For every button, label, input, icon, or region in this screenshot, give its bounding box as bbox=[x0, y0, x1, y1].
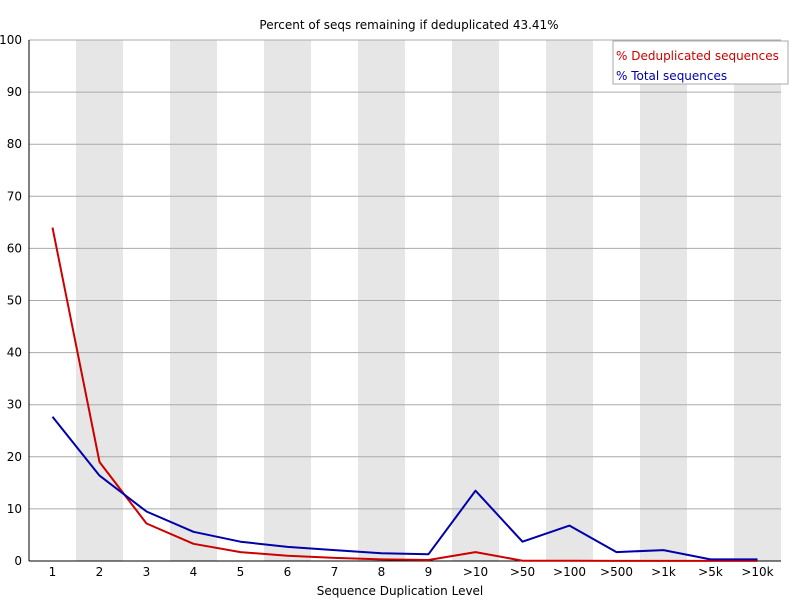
legend-box bbox=[612, 40, 789, 85]
x-tick-label: 4 bbox=[190, 565, 198, 579]
x-tick-label: 6 bbox=[284, 565, 292, 579]
y-tick-label: 80 bbox=[7, 137, 22, 151]
y-tick-label: 40 bbox=[7, 346, 22, 360]
x-tick-label: >10k bbox=[741, 565, 773, 579]
x-axis-label: Sequence Duplication Level bbox=[317, 584, 484, 598]
y-tick-label: 90 bbox=[7, 85, 22, 99]
legend-item-deduplicated: % Deduplicated sequences bbox=[616, 49, 779, 63]
x-tick-label: >100 bbox=[553, 565, 586, 579]
x-tick-label: >10 bbox=[463, 565, 488, 579]
y-tick-label: 70 bbox=[7, 189, 22, 203]
chart-title: Percent of seqs remaining if deduplicate… bbox=[259, 18, 558, 32]
legend-item-total: % Total sequences bbox=[616, 69, 727, 83]
x-tick-label: 7 bbox=[331, 565, 339, 579]
x-tick-label: >500 bbox=[600, 565, 633, 579]
series-line-total bbox=[51, 416, 758, 561]
x-tick-label: >1k bbox=[651, 565, 676, 579]
x-tick-label: 3 bbox=[143, 565, 151, 579]
y-tick-label: 0 bbox=[14, 554, 22, 568]
y-tick-label: 50 bbox=[7, 294, 22, 308]
y-tick-label: 100 bbox=[0, 33, 22, 47]
series-line-deduplicated bbox=[51, 227, 758, 562]
x-tick-label: >5k bbox=[698, 565, 723, 579]
x-tick-labels: 1 2 3 4 5 6 7 8 9 >10 >50 >100 >500 >1k >5k >10k bbox=[49, 565, 774, 579]
y-tick-label: 20 bbox=[7, 450, 22, 464]
x-tick-label: 2 bbox=[96, 565, 104, 579]
x-tick-label: 9 bbox=[425, 565, 433, 579]
x-tick-label: 5 bbox=[237, 565, 245, 579]
legend: % Deduplicated sequences % Total sequenc… bbox=[612, 40, 789, 85]
x-tick-label: 8 bbox=[378, 565, 386, 579]
y-tick-label: 60 bbox=[7, 241, 22, 255]
y-tick-label: 10 bbox=[7, 502, 22, 516]
y-tick-labels: 0 10 20 30 40 50 60 70 80 90 100 bbox=[0, 33, 22, 568]
series-lines bbox=[51, 227, 758, 562]
x-tick-label: >50 bbox=[510, 565, 535, 579]
x-tick-label: 1 bbox=[49, 565, 57, 579]
y-tick-label: 30 bbox=[7, 398, 22, 412]
